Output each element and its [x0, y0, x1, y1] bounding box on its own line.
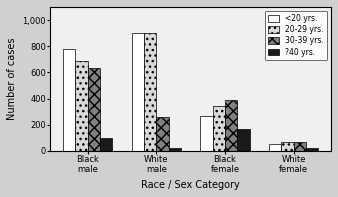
- Bar: [281, 142, 294, 151]
- Bar: [132, 33, 144, 151]
- Bar: [156, 117, 169, 151]
- Bar: [306, 148, 318, 151]
- Bar: [75, 61, 88, 151]
- Bar: [200, 116, 213, 151]
- Bar: [88, 69, 100, 151]
- X-axis label: Race / Sex Category: Race / Sex Category: [141, 180, 240, 190]
- Bar: [100, 138, 113, 151]
- Legend: <20 yrs., 20-29 yrs., 30-39 yrs., ?40 yrs.: <20 yrs., 20-29 yrs., 30-39 yrs., ?40 yr…: [265, 11, 327, 60]
- Bar: [169, 148, 181, 151]
- Bar: [225, 100, 237, 151]
- Bar: [63, 49, 75, 151]
- Y-axis label: Number of cases: Number of cases: [7, 38, 17, 120]
- Bar: [294, 142, 306, 151]
- Bar: [237, 129, 250, 151]
- Bar: [213, 106, 225, 151]
- Bar: [144, 33, 156, 151]
- Bar: [269, 144, 281, 151]
